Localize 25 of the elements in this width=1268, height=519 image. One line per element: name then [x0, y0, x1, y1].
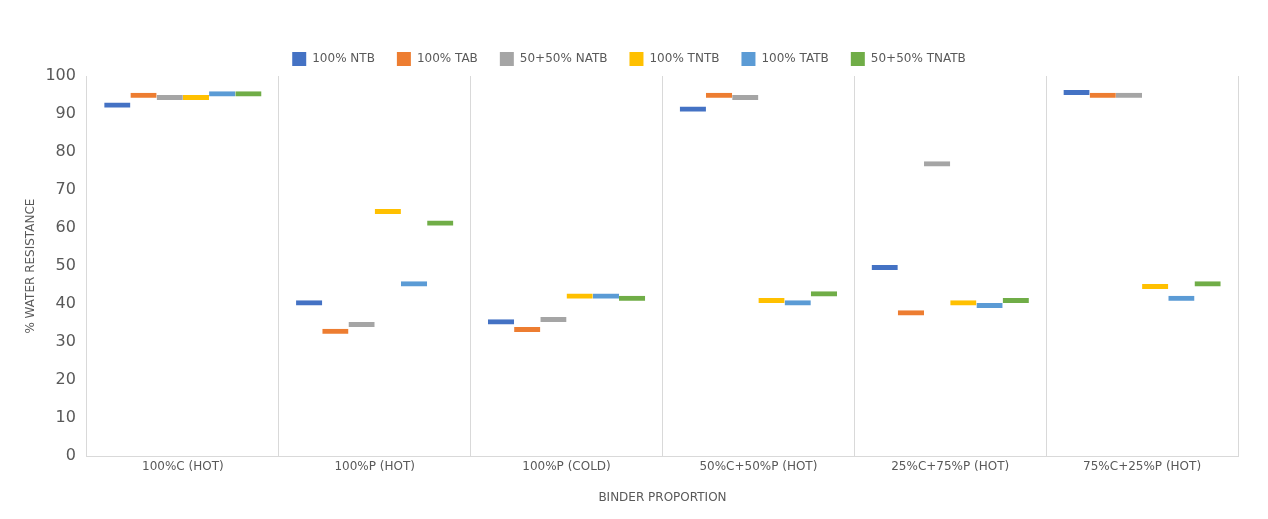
x-tick-label: 100%P (COLD) [522, 458, 611, 473]
x-tick-label: 25%C+75%P (HOT) [891, 458, 1010, 473]
y-tick-label: 30 [55, 331, 76, 351]
y-tick-label: 0 [65, 445, 76, 465]
x-tick-label: 50%C+50%P (HOT) [699, 458, 818, 473]
legend-label: 50+50% TNATB [870, 51, 966, 66]
legend-label: 100% TATB [761, 51, 829, 66]
x-tick-label: 100%P (HOT) [334, 458, 415, 473]
y-axis-title: % WATER RESISTANCE [23, 198, 38, 334]
y-tick-label: 20 [55, 369, 76, 389]
legend-label: 100% TNTB [649, 51, 720, 66]
legend-label: 100% NTB [312, 51, 375, 66]
legend-label: 50+50% NATB [519, 51, 608, 66]
legend-label: 100% TAB [416, 51, 478, 66]
y-tick-label: 60 [55, 217, 76, 237]
y-tick-label: 100 [45, 65, 76, 85]
x-tick-label: 75%C+25%P (HOT) [1083, 458, 1202, 473]
x-axis-title: BINDER PROPORTION [598, 489, 727, 504]
y-tick-label: 90 [55, 103, 76, 123]
y-tick-label: 40 [55, 293, 76, 313]
y-tick-label: 80 [55, 141, 76, 161]
y-tick-label: 10 [55, 407, 76, 427]
x-tick-label: 100%C (HOT) [142, 458, 224, 473]
y-tick-label: 50 [55, 255, 76, 275]
y-tick-label: 70 [55, 179, 76, 199]
